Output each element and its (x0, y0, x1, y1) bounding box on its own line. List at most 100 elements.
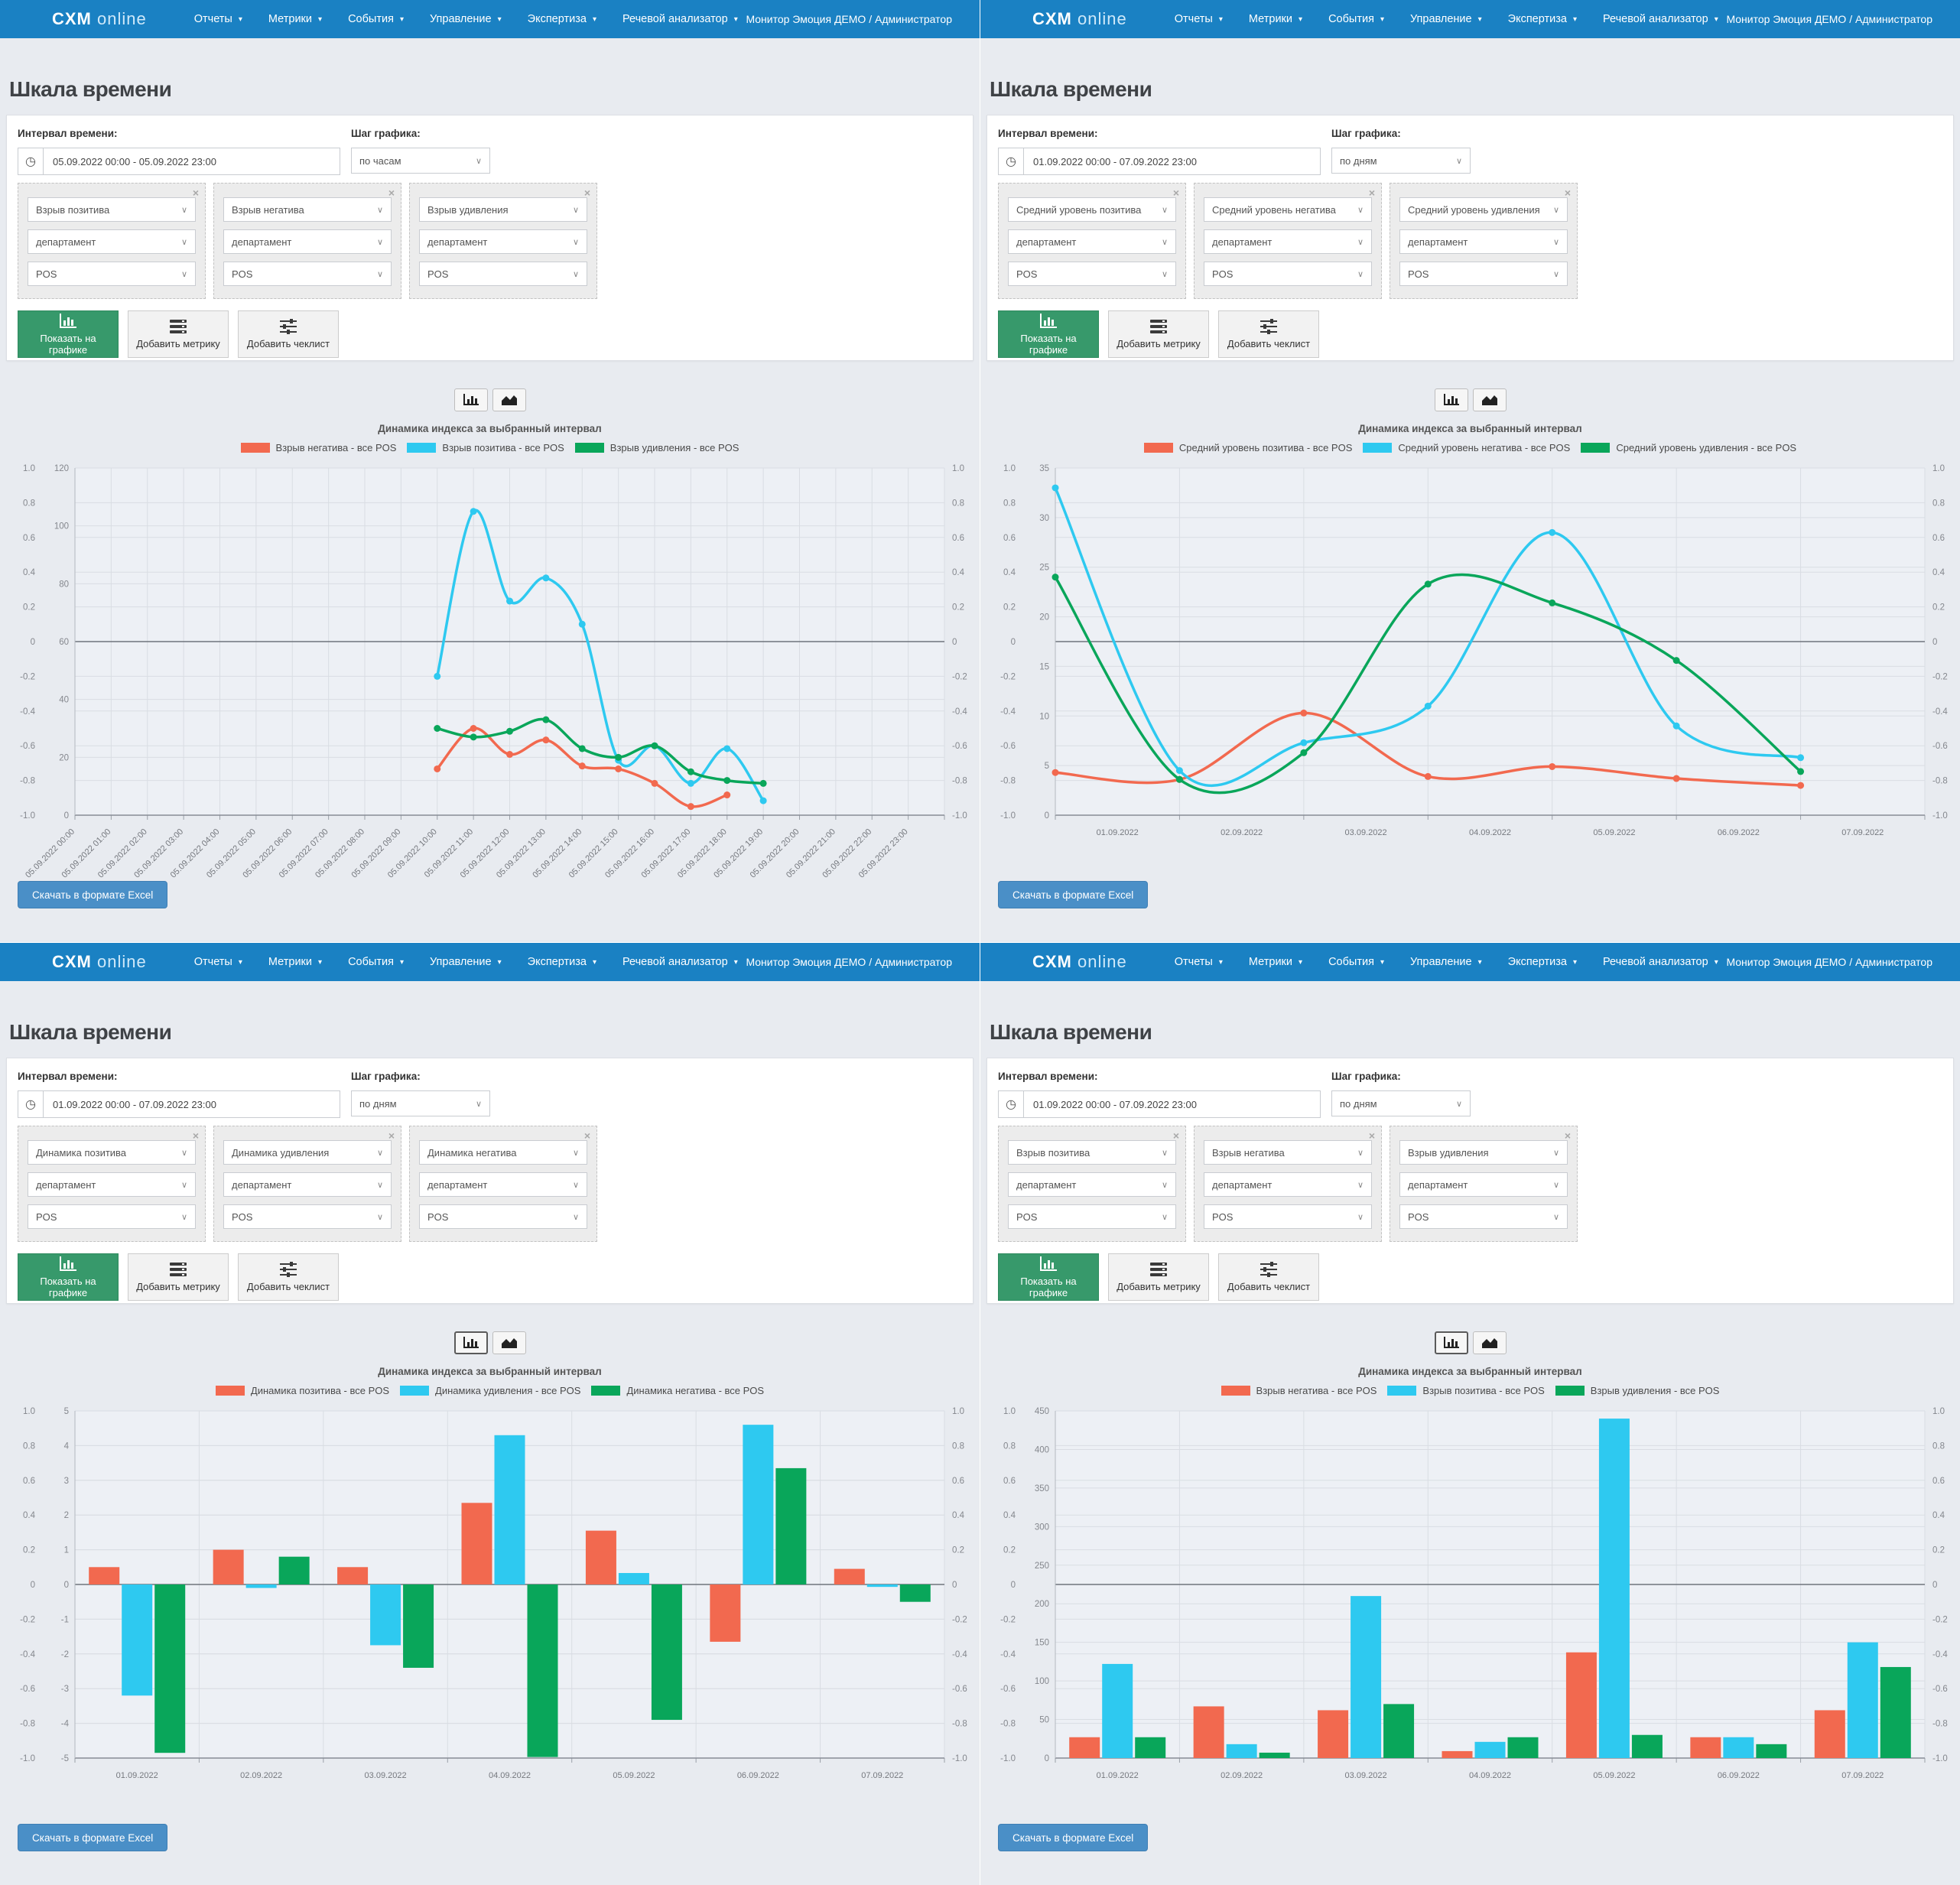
add-metric-button[interactable]: Добавить метрику (1108, 1253, 1209, 1301)
close-icon[interactable]: × (1368, 1129, 1375, 1142)
nav-item-4[interactable]: Управление ▾ (1410, 13, 1482, 25)
close-icon[interactable]: × (1564, 187, 1571, 199)
step-select[interactable]: по дням ∨ (1331, 1090, 1471, 1116)
user-menu[interactable]: Монитор Эмоция ДЕМО / Администратор (746, 956, 952, 968)
app-logo[interactable]: CXM online (52, 952, 147, 972)
department-select[interactable]: департамент ∨ (223, 229, 392, 254)
bar-view-toggle[interactable] (1434, 388, 1468, 411)
department-select[interactable]: департамент ∨ (1204, 1172, 1372, 1197)
step-select[interactable]: по дням ∨ (351, 1090, 490, 1116)
nav-item-2[interactable]: Метрики ▾ (1249, 13, 1302, 25)
download-excel-button[interactable]: Скачать в формате Excel (18, 1824, 168, 1851)
area-view-toggle[interactable] (1472, 388, 1507, 411)
app-logo[interactable]: CXM online (1032, 952, 1127, 972)
nav-item-3[interactable]: События ▾ (1328, 956, 1384, 968)
metric-select[interactable]: Средний уровень негатива ∨ (1204, 197, 1372, 222)
user-menu[interactable]: Монитор Эмоция ДЕМО / Администратор (1726, 13, 1932, 25)
add-checklist-button[interactable]: Добавить чеклист (1218, 1253, 1319, 1301)
metric-select[interactable]: Взрыв негатива ∨ (223, 197, 392, 222)
nav-item-2[interactable]: Метрики ▾ (268, 13, 322, 25)
nav-item-6[interactable]: Речевой анализатор ▾ (622, 13, 738, 25)
nav-item-1[interactable]: Отчеты ▾ (1175, 956, 1223, 968)
download-excel-button[interactable]: Скачать в формате Excel (998, 881, 1149, 908)
nav-item-2[interactable]: Метрики ▾ (268, 956, 322, 968)
close-icon[interactable]: × (583, 187, 590, 199)
add-metric-button[interactable]: Добавить метрику (1108, 310, 1209, 358)
nav-item-1[interactable]: Отчеты ▾ (194, 13, 242, 25)
close-icon[interactable]: × (1368, 187, 1375, 199)
department-select[interactable]: департамент ∨ (1008, 229, 1176, 254)
interval-input[interactable]: ◷ 05.09.2022 00:00 - 05.09.2022 23:00 (18, 148, 340, 175)
close-icon[interactable]: × (1172, 1129, 1179, 1142)
pos-select[interactable]: POS ∨ (1204, 262, 1372, 286)
nav-item-5[interactable]: Экспертиза ▾ (528, 13, 596, 25)
metric-select[interactable]: Взрыв позитива ∨ (28, 197, 196, 222)
download-excel-button[interactable]: Скачать в формате Excel (998, 1824, 1149, 1851)
pos-select[interactable]: POS ∨ (28, 262, 196, 286)
pos-select[interactable]: POS ∨ (1008, 262, 1176, 286)
add-checklist-button[interactable]: Добавить чеклист (238, 310, 339, 358)
area-view-toggle[interactable] (492, 1331, 526, 1354)
interval-input[interactable]: ◷ 01.09.2022 00:00 - 07.09.2022 23:00 (18, 1090, 340, 1118)
metric-select[interactable]: Взрыв удивления ∨ (419, 197, 587, 222)
area-view-toggle[interactable] (1472, 1331, 1507, 1354)
nav-item-4[interactable]: Управление ▾ (430, 13, 502, 25)
department-select[interactable]: департамент ∨ (28, 1172, 196, 1197)
nav-item-2[interactable]: Метрики ▾ (1249, 956, 1302, 968)
nav-item-6[interactable]: Речевой анализатор ▾ (622, 956, 738, 968)
interval-input[interactable]: ◷ 01.09.2022 00:00 - 07.09.2022 23:00 (998, 1090, 1321, 1118)
add-checklist-button[interactable]: Добавить чеклист (238, 1253, 339, 1301)
pos-select[interactable]: POS ∨ (223, 1204, 392, 1229)
metric-select[interactable]: Взрыв удивления ∨ (1399, 1140, 1568, 1165)
department-select[interactable]: департамент ∨ (1008, 1172, 1176, 1197)
nav-item-1[interactable]: Отчеты ▾ (1175, 13, 1223, 25)
close-icon[interactable]: × (1564, 1129, 1571, 1142)
department-select[interactable]: департамент ∨ (1399, 229, 1568, 254)
show-on-chart-button[interactable]: Показать на графике (18, 310, 119, 358)
show-on-chart-button[interactable]: Показать на графике (998, 1253, 1099, 1301)
bar-view-toggle[interactable] (453, 388, 488, 411)
close-icon[interactable]: × (192, 187, 199, 199)
nav-item-3[interactable]: События ▾ (348, 956, 404, 968)
interval-input[interactable]: ◷ 01.09.2022 00:00 - 07.09.2022 23:00 (998, 148, 1321, 175)
close-icon[interactable]: × (192, 1129, 199, 1142)
pos-select[interactable]: POS ∨ (1399, 1204, 1568, 1229)
nav-item-5[interactable]: Экспертиза ▾ (1508, 956, 1577, 968)
nav-item-5[interactable]: Экспертиза ▾ (1508, 13, 1577, 25)
show-on-chart-button[interactable]: Показать на графике (998, 310, 1099, 358)
metric-select[interactable]: Средний уровень позитива ∨ (1008, 197, 1176, 222)
metric-select[interactable]: Взрыв позитива ∨ (1008, 1140, 1176, 1165)
close-icon[interactable]: × (583, 1129, 590, 1142)
nav-item-4[interactable]: Управление ▾ (1410, 956, 1482, 968)
department-select[interactable]: департамент ∨ (419, 229, 587, 254)
metric-select[interactable]: Динамика позитива ∨ (28, 1140, 196, 1165)
user-menu[interactable]: Монитор Эмоция ДЕМО / Администратор (1726, 956, 1932, 968)
department-select[interactable]: департамент ∨ (28, 229, 196, 254)
department-select[interactable]: департамент ∨ (1204, 229, 1372, 254)
close-icon[interactable]: × (388, 187, 395, 199)
nav-item-3[interactable]: События ▾ (1328, 13, 1384, 25)
nav-item-5[interactable]: Экспертиза ▾ (528, 956, 596, 968)
app-logo[interactable]: CXM online (1032, 9, 1127, 29)
department-select[interactable]: департамент ∨ (1399, 1172, 1568, 1197)
metric-select[interactable]: Взрыв негатива ∨ (1204, 1140, 1372, 1165)
bar-view-toggle[interactable] (1434, 1331, 1468, 1354)
metric-select[interactable]: Динамика удивления ∨ (223, 1140, 392, 1165)
download-excel-button[interactable]: Скачать в формате Excel (18, 881, 168, 908)
area-view-toggle[interactable] (492, 388, 526, 411)
department-select[interactable]: департамент ∨ (223, 1172, 392, 1197)
add-checklist-button[interactable]: Добавить чеклист (1218, 310, 1319, 358)
add-metric-button[interactable]: Добавить метрику (128, 1253, 229, 1301)
close-icon[interactable]: × (388, 1129, 395, 1142)
nav-item-3[interactable]: События ▾ (348, 13, 404, 25)
close-icon[interactable]: × (1172, 187, 1179, 199)
nav-item-4[interactable]: Управление ▾ (430, 956, 502, 968)
user-menu[interactable]: Монитор Эмоция ДЕМО / Администратор (746, 13, 952, 25)
nav-item-6[interactable]: Речевой анализатор ▾ (1603, 13, 1718, 25)
pos-select[interactable]: POS ∨ (419, 1204, 587, 1229)
department-select[interactable]: департамент ∨ (419, 1172, 587, 1197)
app-logo[interactable]: CXM online (52, 9, 147, 29)
step-select[interactable]: по часам ∨ (351, 148, 490, 174)
pos-select[interactable]: POS ∨ (1204, 1204, 1372, 1229)
pos-select[interactable]: POS ∨ (223, 262, 392, 286)
